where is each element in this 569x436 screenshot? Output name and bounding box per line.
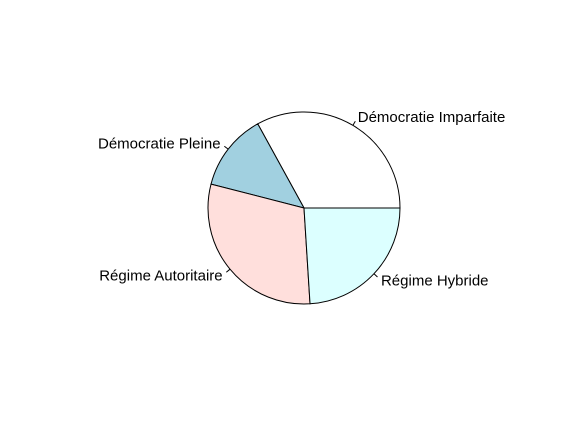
pie-leader-lines: [224, 120, 378, 278]
slice-label-democratie-pleine: Démocratie Pleine: [98, 135, 221, 152]
leader-line-regime-hybride: [373, 273, 378, 278]
pie-slice-regime-autoritaire: [207, 183, 311, 305]
pie-slices: [207, 111, 401, 305]
slice-label-democratie-imparfaite: Démocratie Imparfaite: [358, 109, 506, 126]
pie-slice-democratie-imparfaite: [257, 111, 401, 209]
slice-label-regime-autoritaire: Régime Autoritaire: [99, 267, 222, 284]
slice-label-regime-hybride: Régime Hybride: [381, 272, 489, 289]
leader-line-democratie-pleine: [224, 145, 229, 150]
leader-line-democratie-imparfaite: [352, 120, 356, 126]
leader-line-regime-autoritaire: [226, 268, 231, 273]
pie-slice-regime-hybride: [303, 207, 401, 305]
pie-labels: Démocratie Imparfaite Démocratie Pleine Ré…: [98, 109, 505, 289]
